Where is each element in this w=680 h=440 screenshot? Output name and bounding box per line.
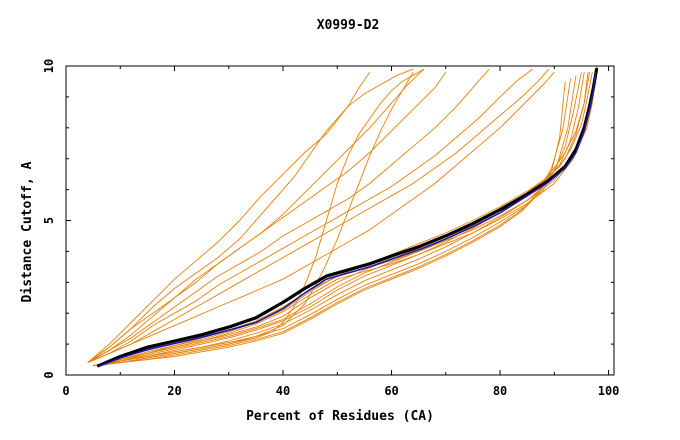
series-layer [88,69,597,366]
series-line-highlight [99,72,596,366]
series-line-model-11 [93,72,592,366]
x-tick-label: 100 [598,384,620,398]
y-axis-label: Distance Cutoff, A [20,161,35,302]
series-line-model-18 [93,81,565,365]
y-tick-label: 0 [42,371,56,378]
series-line-model-19 [99,72,597,366]
series-line-model-17 [93,78,570,365]
distance-cutoff-chart: X0999-D2 0 20 40 60 80 100 0 5 10 Percent of Res… [0,0,680,440]
axis-ticks: 0 20 40 60 80 100 0 5 10 [42,59,619,398]
x-tick-label: 20 [167,384,181,398]
x-axis-label: Percent of Residues (CA) [246,409,434,424]
x-tick-label: 0 [62,384,69,398]
chart-title: X0999-D2 [317,18,380,33]
series-line-model-6 [88,69,533,363]
series-line-model-20 [99,72,595,366]
y-tick-label: 5 [42,217,56,224]
series-line-model-16 [93,75,576,365]
x-tick-label: 60 [384,384,398,398]
y-tick-label: 10 [42,59,56,73]
x-tick-label: 80 [493,384,507,398]
series-line-model-12 [93,72,589,366]
series-line-reference [99,69,597,366]
x-tick-label: 40 [276,384,290,398]
